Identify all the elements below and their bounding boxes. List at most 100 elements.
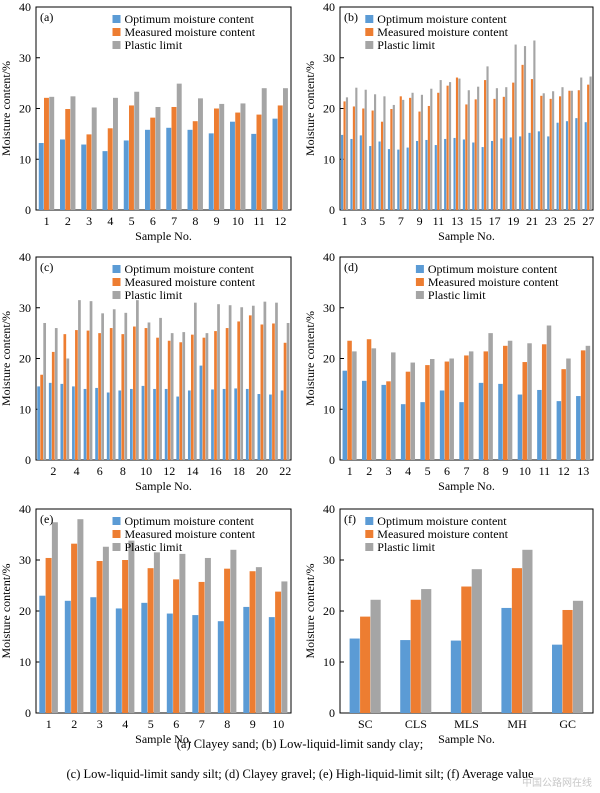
x-tick-label: 15: [470, 214, 482, 228]
bar-plastic-7: [176, 83, 182, 210]
bar-measured-11: [541, 344, 547, 460]
x-tick-label: GC: [559, 717, 576, 731]
bar-optimum-4: [102, 151, 108, 210]
bar-optimum-2: [64, 600, 71, 713]
x-axis-title: Sample No.: [438, 479, 495, 493]
legend-swatch-plastic: [365, 41, 374, 49]
x-tick-label: 11: [253, 214, 265, 228]
legend-label-plastic: Plastic limit: [377, 38, 435, 52]
legend-label-plastic: Plastic limit: [125, 540, 183, 554]
bar-optimum-3: [381, 384, 386, 460]
bar-plastic-MLS: [471, 569, 482, 713]
x-tick-label: CLS: [405, 717, 427, 731]
bar-plastic-3: [364, 89, 367, 210]
bar-optimum-10: [425, 139, 428, 210]
bar-plastic-11: [439, 80, 442, 210]
bar-plastic-6: [179, 553, 186, 713]
bar-measured-8: [224, 568, 231, 713]
x-tick-label: MLS: [454, 717, 479, 731]
bar-plastic-9: [255, 567, 262, 713]
chart-panel-5: 0 10 20 30 40 Moisture content/% 1 2 3 4 5 6 7 8 9 10 Sa…: [0, 502, 292, 746]
x-tick-label: 3: [386, 464, 392, 478]
x-tick-label: 5: [129, 214, 135, 228]
bar-optimum-26: [575, 118, 578, 210]
bar-optimum-5: [378, 141, 381, 210]
bar-optimum-10: [268, 617, 275, 713]
y-tick-label: 30: [19, 553, 31, 567]
bar-plastic-1: [49, 96, 55, 210]
bar-measured-1: [45, 557, 52, 713]
bar-measured-18: [237, 321, 241, 460]
bar-optimum-11: [251, 133, 257, 211]
bar-measured-8: [121, 334, 125, 460]
bar-plastic-12: [170, 333, 174, 461]
y-tick-label: 10: [19, 152, 31, 166]
bar-optimum-13: [453, 137, 456, 210]
bar-measured-2: [366, 339, 372, 460]
bar-plastic-CLS: [421, 589, 432, 713]
bar-optimum-7: [192, 615, 199, 713]
bar-measured-12: [446, 85, 449, 210]
x-tick-label: 19: [507, 214, 519, 228]
x-tick-label: 10: [519, 464, 531, 478]
x-tick-label: 13: [451, 214, 463, 228]
y-tick-label: 20: [323, 352, 335, 366]
legend-label-optimum: Optimum moisture content: [377, 12, 507, 26]
bar-plastic-17: [495, 88, 498, 210]
bar-measured-10: [427, 105, 430, 210]
bar-plastic-10: [527, 343, 532, 460]
bar-measured-27: [587, 84, 590, 210]
bar-plastic-6: [392, 104, 395, 210]
bar-optimum-10: [517, 394, 523, 460]
bar-measured-5: [147, 568, 154, 713]
bar-optimum-16: [481, 147, 484, 210]
x-tick-label: 14: [186, 464, 198, 478]
x-tick-label: 9: [502, 464, 508, 478]
bar-plastic-8: [411, 92, 414, 210]
bar-optimum-9: [415, 140, 419, 210]
bar-optimum-6: [145, 129, 150, 210]
bar-optimum-1: [39, 595, 46, 713]
bar-plastic-20: [523, 46, 527, 210]
y-tick-label: 20: [19, 352, 31, 366]
bar-optimum-19: [245, 388, 249, 460]
bar-measured-8: [409, 97, 412, 210]
bar-plastic-4: [410, 362, 416, 460]
bar-measured-2: [352, 106, 355, 210]
bar-measured-1: [347, 340, 352, 460]
bar-measured-10: [144, 328, 148, 460]
x-tick-label: 4: [74, 464, 80, 478]
bar-measured-13: [455, 77, 459, 210]
bar-optimum-21: [269, 394, 272, 460]
panel-label: (a): [40, 10, 53, 24]
x-tick-label: 4: [122, 717, 128, 731]
bar-measured-9: [214, 108, 219, 210]
bar-optimum-1: [342, 370, 348, 460]
legend-swatch-measured: [112, 530, 121, 538]
bar-optimum-2: [350, 138, 353, 210]
bar-plastic-2: [355, 87, 358, 210]
x-tick-label: 6: [150, 214, 156, 228]
y-tick-label: 10: [323, 152, 335, 166]
y-axis-title: Moisture content/%: [0, 61, 13, 156]
bar-optimum-4: [400, 404, 406, 460]
bar-measured-6: [98, 333, 101, 461]
bar-measured-13: [179, 342, 183, 460]
bar-optimum-8: [406, 147, 409, 210]
x-tick-label: SC: [358, 717, 373, 731]
bar-optimum-12: [444, 138, 447, 210]
bar-optimum-6: [387, 149, 391, 210]
x-tick-label: 7: [171, 214, 177, 228]
x-tick-label: 10: [232, 214, 244, 228]
bar-plastic-19: [251, 305, 255, 460]
legend-swatch-optimum: [112, 265, 121, 273]
x-tick-label: 16: [210, 464, 222, 478]
bar-measured-GC: [562, 609, 573, 713]
bar-optimum-MH: [501, 607, 512, 713]
y-tick-label: 10: [323, 655, 335, 669]
bar-optimum-10: [141, 385, 145, 460]
bar-plastic-16: [217, 304, 220, 460]
y-tick-label: 20: [19, 102, 31, 116]
panel-label: (f): [344, 512, 356, 526]
